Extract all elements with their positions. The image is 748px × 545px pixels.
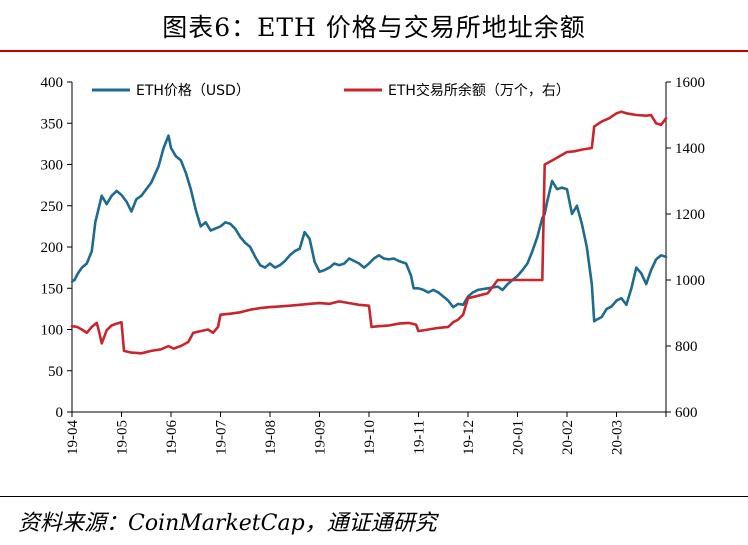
series-line-balance [70,110,668,355]
right-tick-label: 600 [675,405,698,421]
source-divider [0,496,748,497]
x-tick-label: 19-12 [461,420,477,455]
left-tick-label: 0 [56,405,64,421]
chart: 0 50 100 150 200 250 300 350 400 600 800 1000 1200 1… [41,75,706,455]
right-tick-label: 1000 [675,273,705,289]
left-tick-label: 350 [41,116,64,132]
left-ticks: 0 50 100 150 200 250 300 350 400 [41,75,72,421]
right-ticks: 600 800 1000 1200 1400 1600 [666,75,705,421]
title-divider [0,50,748,52]
left-tick-label: 100 [41,323,64,339]
legend-label-balance: ETH交易所余额（万个，右） [388,82,570,99]
x-tick-label: 19-09 [313,420,329,455]
x-tick-label: 19-05 [115,420,131,455]
left-tick-label: 400 [41,75,64,91]
x-tick-label: 20-02 [560,420,576,455]
legend: ETH价格（USD） ETH交易所余额（万个，右） [92,82,570,99]
right-tick-label: 1200 [675,207,705,223]
left-tick-label: 200 [41,240,64,256]
x-tick-label: 20-01 [511,420,527,455]
right-tick-label: 1600 [675,75,705,91]
left-tick-label: 300 [41,158,64,174]
chart-title: 图表6：ETH 价格与交易所地址余额 [162,13,586,42]
right-tick-label: 800 [675,339,698,355]
x-tick-label: 19-06 [164,420,180,455]
left-tick-label: 150 [41,281,64,297]
x-tick-label: 19-04 [65,420,81,455]
x-tick-label: 19-08 [263,420,279,455]
x-tick-label: 19-07 [214,420,230,455]
x-tick-label: 20-03 [610,420,626,455]
legend-label-price: ETH价格（USD） [136,83,250,99]
series-lines [70,110,668,355]
source-note: 资料来源：CoinMarketCap，通证通研究 [18,511,437,536]
series-line-price [70,134,668,323]
plot-area [71,82,667,413]
x-tick-label: 19-10 [362,420,378,455]
left-tick-label: 50 [48,364,63,380]
x-tick-label: 19-11 [412,420,428,454]
right-tick-label: 1400 [675,141,705,157]
x-ticks: 19-04 19-05 19-06 19-07 19-08 19-09 19-10 19-11… [65,412,667,455]
left-tick-label: 250 [41,199,64,215]
